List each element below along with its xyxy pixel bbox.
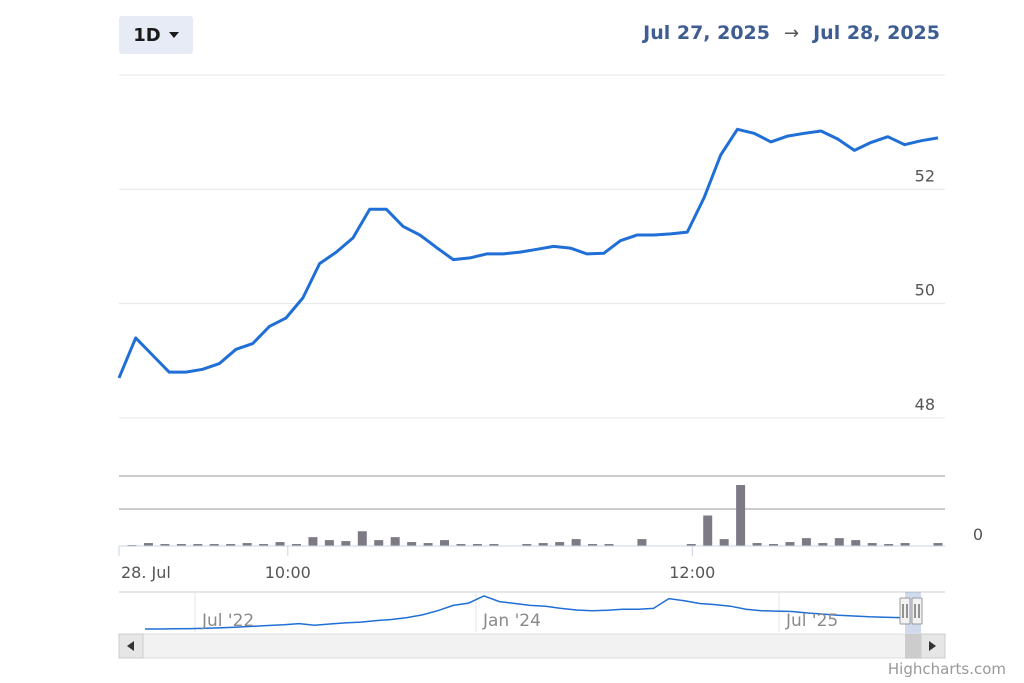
volume-bar: [785, 542, 795, 546]
volume-bar: [719, 539, 729, 546]
volume-bar: [456, 544, 466, 546]
volume-bar: [440, 540, 450, 546]
volume-bar: [933, 543, 943, 546]
volume-bar: [736, 485, 746, 546]
navigator-date-label: Jan '24: [482, 611, 541, 631]
range-selector-label: 1D: [133, 24, 161, 46]
volume-bar: [637, 539, 647, 546]
volume-bar: [374, 540, 384, 546]
volume-bar: [209, 544, 219, 546]
volume-bar: [686, 544, 696, 546]
volume-bar: [538, 543, 548, 546]
navigator-handle[interactable]: [911, 597, 923, 625]
volume-bar: [160, 544, 170, 546]
credits-link[interactable]: Highcharts.com: [887, 660, 1006, 678]
volume-bar: [143, 543, 153, 546]
volume-bar: [752, 543, 762, 546]
arrow-right-icon: →: [784, 22, 800, 44]
navigator-date-label: Jul '25: [785, 611, 838, 631]
navigator-date-label: Jul '22: [201, 611, 254, 631]
date-to[interactable]: Jul 28, 2025: [813, 22, 940, 44]
volume-bar: [522, 544, 532, 546]
volume-y-tick-label: 0: [973, 525, 983, 544]
x-axis-tick-label: 28. Jul: [121, 563, 171, 582]
volume-bar: [308, 537, 318, 546]
date-from[interactable]: Jul 27, 2025: [643, 22, 771, 44]
volume-bar: [275, 542, 285, 546]
volume-bar: [900, 543, 910, 546]
volume-bar: [489, 544, 499, 546]
volume-bar: [834, 538, 844, 546]
volume-bar: [769, 544, 779, 546]
x-axis-tick-label: 12:00: [669, 563, 715, 582]
price-y-tick-label: 52: [915, 166, 935, 185]
arrow-left-icon: [127, 641, 134, 651]
volume-bar: [357, 531, 367, 546]
price-y-tick-label: 48: [915, 395, 935, 414]
volume-bar: [291, 544, 301, 546]
volume-bar: [851, 540, 861, 546]
volume-bar: [867, 543, 877, 546]
volume-bar: [423, 543, 433, 546]
volume-bar: [555, 542, 565, 546]
navigator-handle[interactable]: [899, 597, 911, 625]
volume-bar: [259, 544, 269, 546]
scrollbar-track[interactable]: [118, 633, 946, 659]
volume-bar: [801, 538, 811, 546]
volume-bar: [341, 541, 351, 546]
volume-bar: [390, 537, 400, 546]
price-series-line: [117, 127, 939, 379]
volume-bar: [703, 515, 713, 546]
volume-bar: [604, 544, 614, 546]
volume-bar: [176, 544, 186, 546]
arrow-right-icon: [929, 641, 936, 651]
volume-bar: [324, 540, 334, 546]
volume-bar: [818, 543, 828, 546]
volume-bar: [472, 544, 482, 546]
volume-bar: [571, 539, 581, 546]
date-range-display: Jul 27, 2025 → Jul 28, 2025: [643, 22, 940, 44]
scrollbar-thumb[interactable]: [905, 634, 921, 658]
volume-bar: [588, 544, 598, 546]
price-y-tick-label: 50: [915, 281, 935, 300]
chevron-down-icon: [168, 32, 179, 38]
x-axis-tick-label: 10:00: [265, 563, 311, 582]
navigator-series-line: [145, 595, 901, 630]
volume-bar: [193, 544, 203, 546]
range-selector-button[interactable]: 1D: [119, 16, 193, 54]
volume-bar: [407, 542, 417, 546]
volume-bar: [884, 544, 894, 546]
volume-bar: [242, 543, 252, 546]
volume-bar: [226, 544, 236, 546]
